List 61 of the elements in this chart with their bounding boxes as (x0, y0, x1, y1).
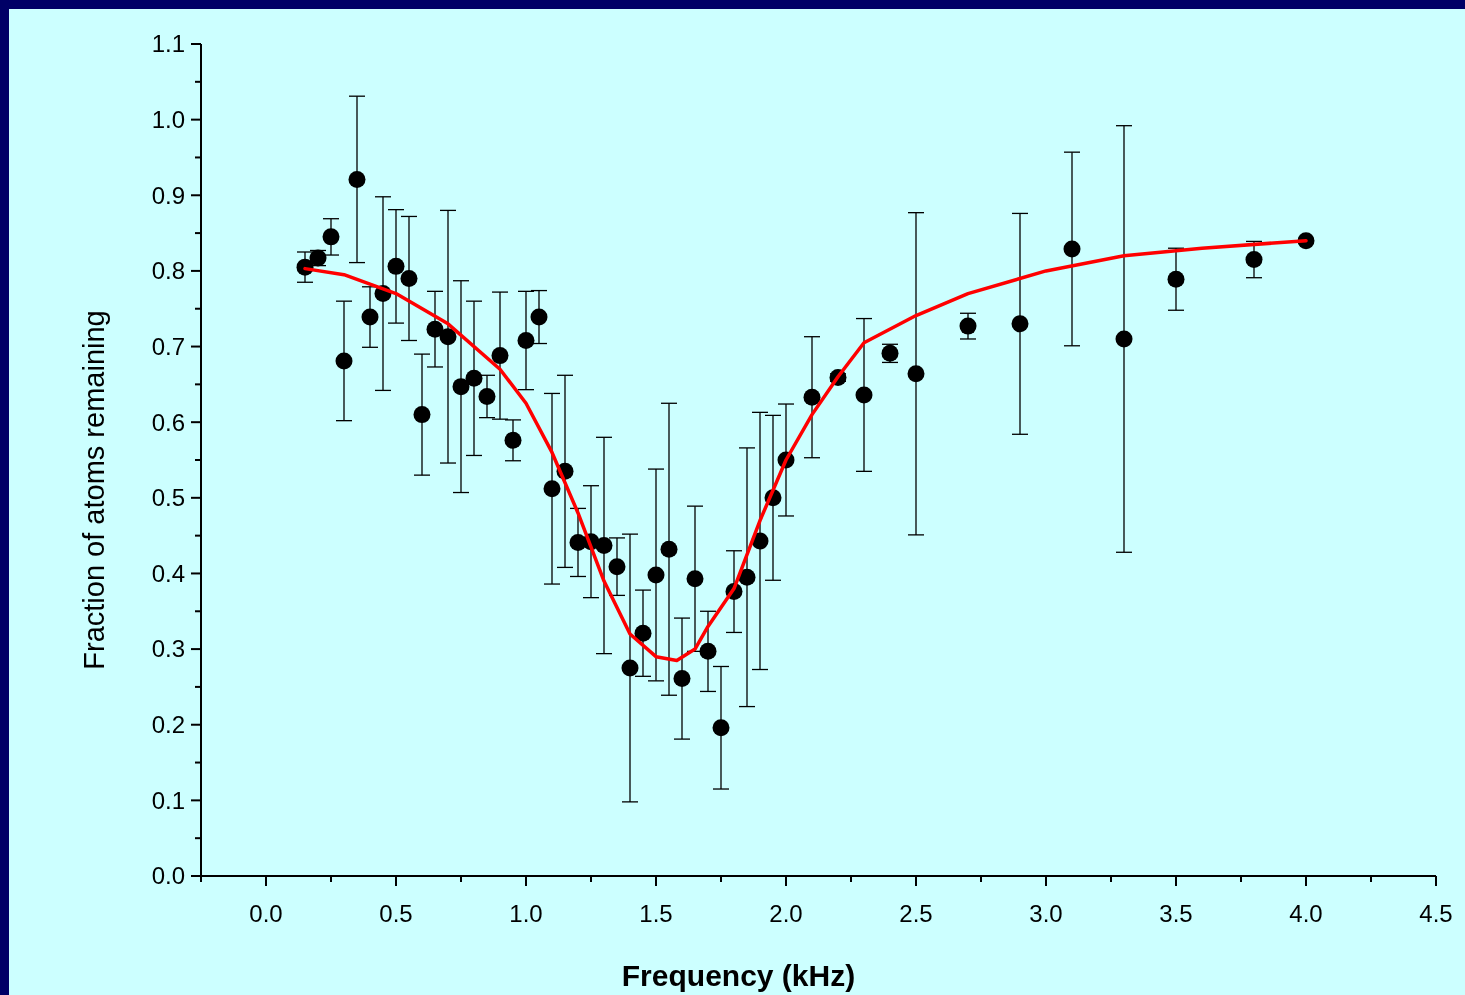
y-tick-label: 1.1 (151, 30, 185, 58)
point (387, 257, 405, 275)
point (712, 719, 730, 737)
y-tick-label: 0.7 (151, 332, 185, 360)
point (686, 570, 704, 588)
point (621, 659, 639, 677)
y-tick-label: 0.5 (151, 484, 185, 512)
point (543, 480, 561, 498)
point (348, 170, 366, 188)
x-tick-label: 3.0 (1029, 900, 1063, 927)
x-tick-label: 2.0 (769, 900, 803, 927)
point (660, 540, 678, 558)
x-tick-label: 2.5 (899, 900, 933, 927)
point (1011, 315, 1029, 333)
y-tick-label: 0.6 (151, 408, 185, 436)
point (699, 642, 717, 660)
point (400, 269, 418, 287)
y-tick-label: 0.3 (151, 635, 185, 663)
x-tick-label: 1.0 (509, 900, 543, 927)
point (335, 352, 353, 370)
y-tick-label: 0.1 (151, 786, 185, 814)
x-tick-label: 0.5 (379, 900, 413, 927)
point (478, 387, 496, 405)
point (1115, 330, 1133, 348)
point (673, 670, 691, 688)
y-tick-label: 0.4 (151, 559, 185, 587)
point (647, 566, 665, 584)
point (738, 568, 756, 586)
point (439, 328, 457, 346)
point (465, 369, 483, 387)
point (608, 558, 626, 576)
point (803, 388, 821, 406)
point (907, 365, 925, 383)
point (361, 308, 379, 326)
point (1245, 251, 1263, 269)
point (530, 308, 548, 326)
x-tick-label: 3.5 (1159, 900, 1193, 927)
point (1167, 270, 1185, 288)
y-tick-label: 0.2 (151, 711, 185, 739)
x-tick-label: 0.0 (249, 900, 283, 927)
x-tick-label: 4.5 (1419, 900, 1453, 927)
point (452, 378, 470, 396)
y-axis-title: Fraction of atoms remaining (78, 310, 110, 670)
point (855, 386, 873, 404)
y-tick-label: 0.8 (151, 257, 185, 285)
x-axis-title: Frequency (kHz) (621, 959, 856, 992)
x-tick-label: 1.5 (639, 900, 673, 927)
point (491, 347, 509, 365)
point (322, 228, 340, 246)
point (413, 406, 431, 424)
y-tick-label: 1.0 (151, 106, 185, 134)
point (1063, 240, 1081, 258)
point (595, 536, 613, 554)
point (959, 317, 977, 335)
point (426, 320, 444, 338)
y-tick-label: 0.0 (151, 862, 185, 890)
point (504, 431, 522, 449)
y-tick-label: 0.9 (151, 181, 185, 209)
point (517, 332, 535, 349)
point (634, 624, 652, 642)
x-tick-label: 4.0 (1289, 900, 1323, 927)
